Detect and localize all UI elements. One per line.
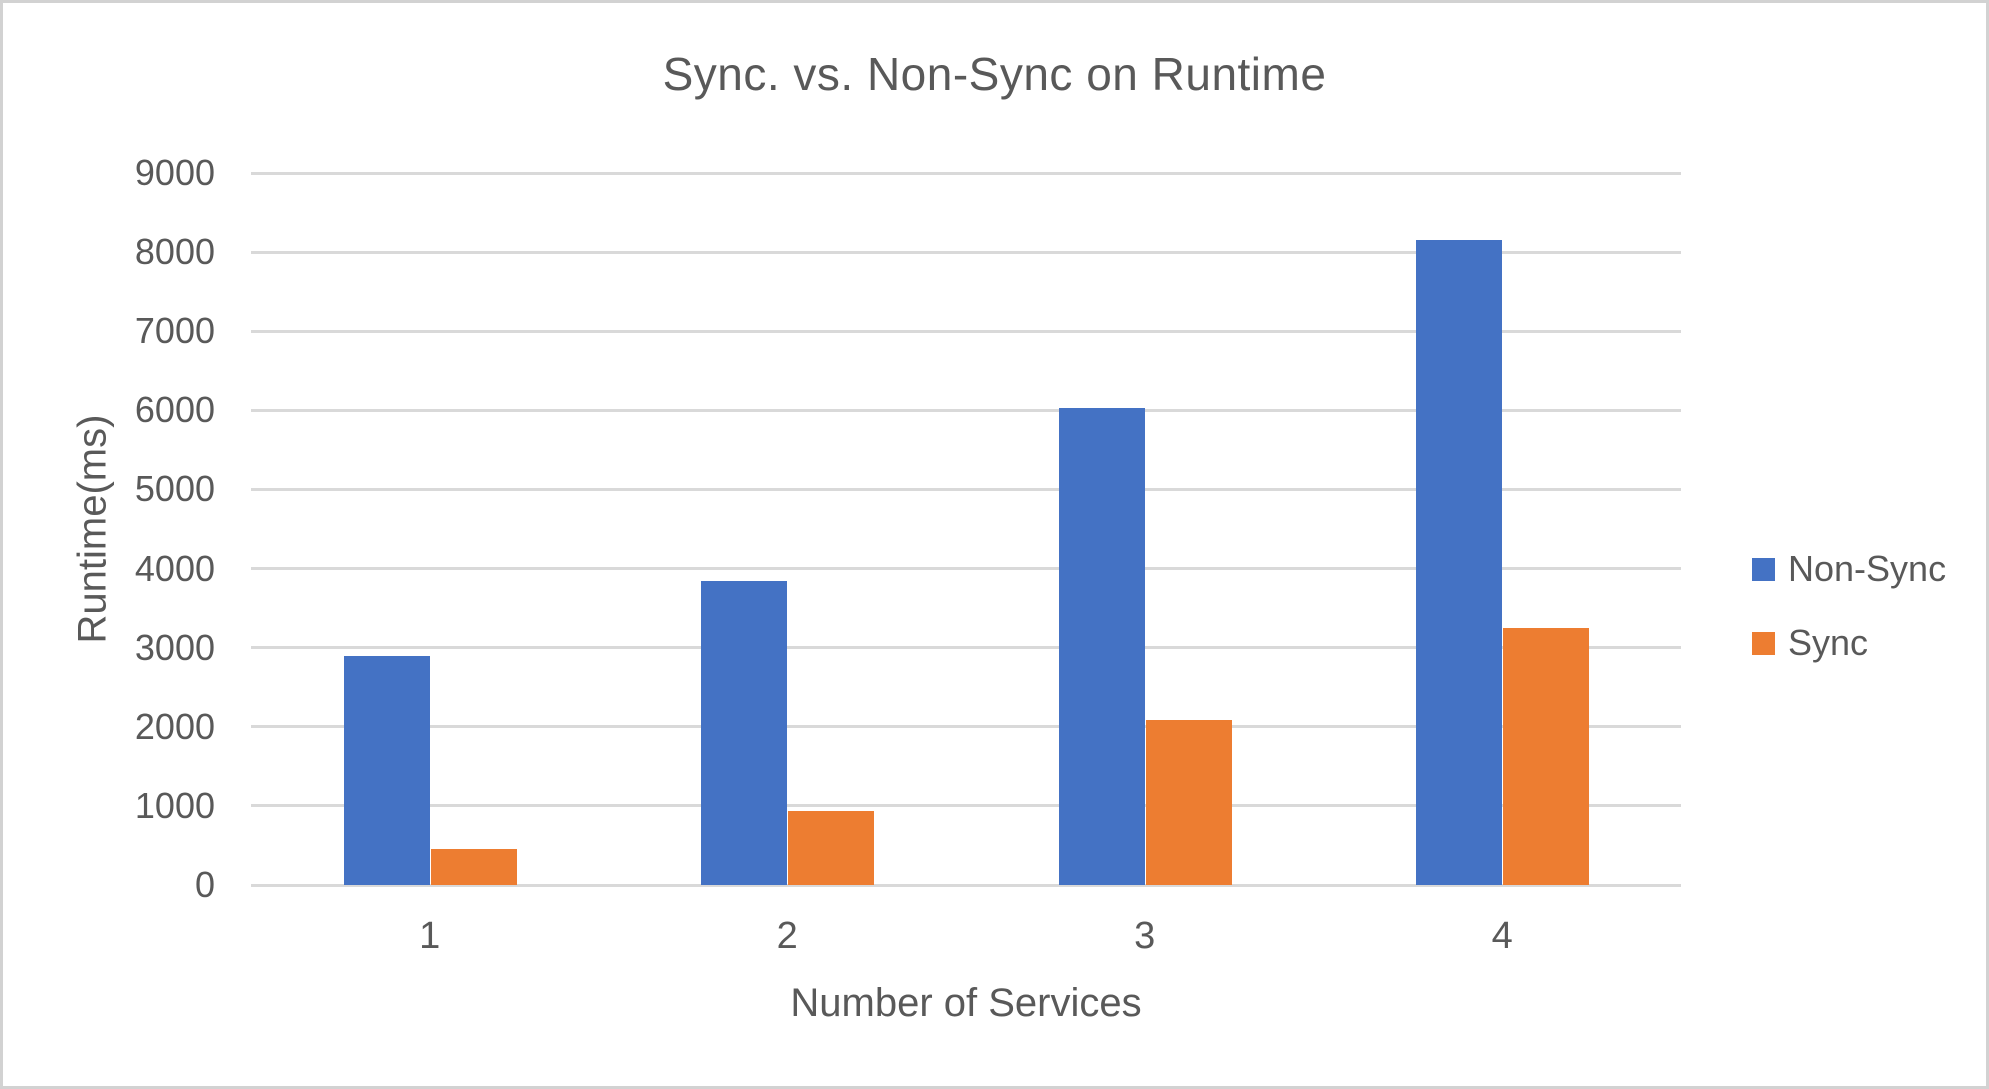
bar-non-sync-1[interactable] [343, 655, 430, 885]
y-tick-label: 0 [194, 864, 215, 905]
gridline [251, 725, 1681, 729]
y-tick-label: 1000 [134, 784, 215, 826]
legend-label: Non-Sync [1788, 548, 1947, 589]
gridline [251, 567, 1681, 571]
gridline [251, 329, 1681, 333]
gridline [251, 250, 1681, 254]
bar-sync-1[interactable] [430, 848, 517, 885]
legend-swatch [1752, 631, 1775, 655]
x-tick-label: 2 [776, 915, 798, 957]
y-tick-label: 9000 [134, 152, 215, 193]
y-tick-label: 5000 [134, 468, 215, 510]
y-tick-label: 3000 [134, 626, 215, 668]
gridline [251, 487, 1681, 491]
bar-non-sync-4[interactable] [1416, 240, 1503, 885]
y-tick-label: 4000 [134, 547, 215, 589]
bar-sync-3[interactable] [1145, 719, 1232, 885]
gridline [251, 171, 1681, 175]
bar-non-sync-2[interactable] [701, 581, 788, 885]
y-axis-title: Runtime(ms) [70, 414, 115, 644]
x-tick-label: 3 [1134, 915, 1156, 957]
bar-sync-2[interactable] [788, 811, 875, 885]
y-tick-label: 8000 [134, 231, 215, 273]
x-axis-title: Number of Services [790, 981, 1142, 1025]
x-tick-label: 1 [419, 915, 441, 957]
gridline [251, 408, 1681, 412]
y-tick-label: 6000 [134, 389, 215, 431]
gridline [251, 883, 1681, 887]
legend: Non-Sync Sync [1752, 546, 1946, 666]
legend-item-sync[interactable]: Sync [1752, 620, 1946, 666]
x-tick-label: 4 [1491, 915, 1513, 957]
bar-sync-4[interactable] [1503, 627, 1590, 885]
legend-swatch [1752, 557, 1775, 581]
legend-item-non-sync[interactable]: Non-Sync [1752, 546, 1946, 592]
gridline [251, 646, 1681, 650]
y-tick-label: 2000 [134, 705, 215, 747]
legend-label: Sync [1788, 622, 1869, 663]
y-tick-label: 7000 [134, 310, 215, 352]
plot-area [251, 171, 1681, 887]
bar-non-sync-3[interactable] [1058, 407, 1145, 885]
gridline [251, 804, 1681, 808]
chart-title: Sync. vs. Non-Sync on Runtime [662, 48, 1327, 100]
